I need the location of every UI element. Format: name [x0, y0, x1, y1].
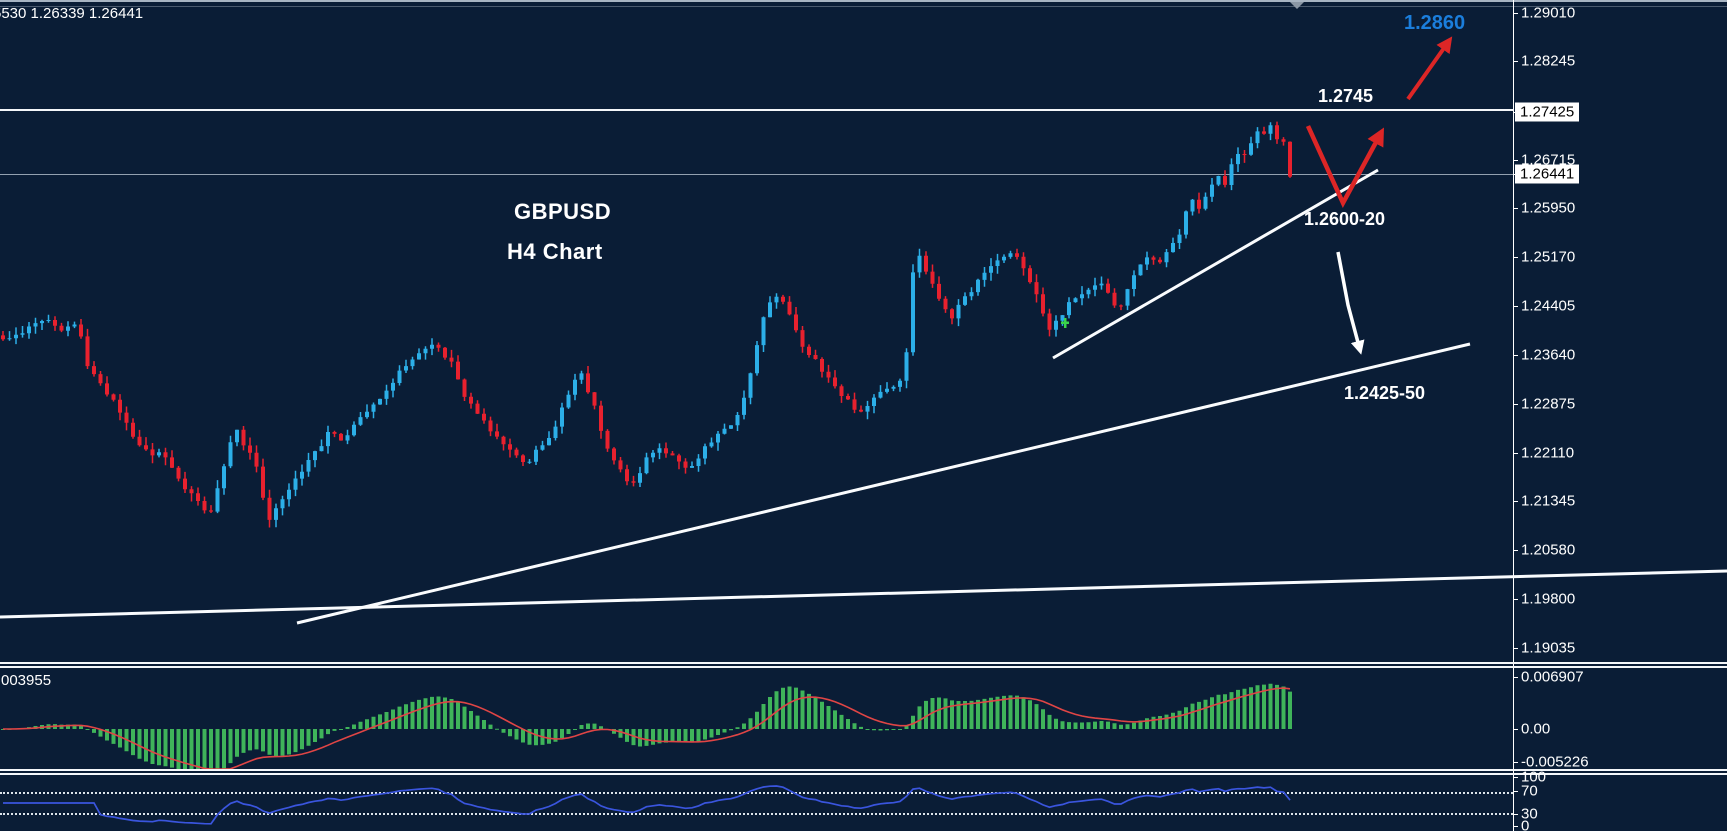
price-label: 1.19800	[1521, 590, 1576, 608]
osc-scale-label: 100	[1521, 768, 1547, 786]
timeframe-title: H4 Chart	[507, 239, 603, 264]
price-label: 1.20580	[1521, 541, 1576, 559]
price-line-label: 1.26441	[1515, 164, 1580, 184]
ohlc-readout: 5530 1.26339 1.26441	[0, 5, 144, 22]
window-top-border-shadow	[0, 6, 1727, 7]
macd-value-readout: 003955	[1, 672, 52, 689]
price-axis-border	[1513, 0, 1514, 831]
osc-scale-label: 70	[1521, 782, 1538, 800]
window-top-border	[0, 0, 1727, 2]
osc-scale-label: 0	[1521, 817, 1530, 831]
osc-level-30-line	[0, 813, 1513, 815]
panel-separator[interactable]	[0, 773, 1727, 775]
support-zone-annotation: 1.2600-20	[1304, 209, 1386, 229]
price-label: 1.29010	[1521, 4, 1576, 22]
macd-scale-label: 0.006907	[1521, 668, 1584, 686]
osc-level-70-line	[0, 792, 1513, 794]
price-label: 1.26715	[1521, 151, 1576, 169]
price-label: 1.24405	[1521, 297, 1576, 315]
price-label: 1.25950	[1521, 199, 1576, 217]
price-label: 1.19035	[1521, 639, 1576, 657]
price-label: 1.22875	[1521, 395, 1576, 413]
price-label: 1.28245	[1521, 52, 1576, 70]
price-label: 1.23640	[1521, 346, 1576, 364]
panel-separator[interactable]	[0, 769, 1727, 771]
target-price-annotation: 1.2860	[1404, 12, 1466, 34]
price-label: 1.21345	[1521, 492, 1576, 510]
osc-scale-label: 30	[1521, 805, 1538, 823]
price-label: 1.25170	[1521, 248, 1576, 266]
symbol-title: GBPUSD	[514, 199, 612, 224]
panel-separator[interactable]	[0, 662, 1727, 664]
macd-scale-label: 0.00	[1521, 720, 1551, 738]
lower-zone-annotation: 1.2425-50	[1344, 383, 1426, 403]
resistance-price-annotation: 1.2745	[1318, 86, 1374, 106]
price-label: 1.22110	[1521, 444, 1575, 462]
resistance-horizontal-line[interactable]	[0, 109, 1513, 111]
panel-separator[interactable]	[0, 666, 1727, 668]
bid-price-line	[0, 174, 1513, 175]
macd-scale-label: -0.005226	[1521, 753, 1589, 771]
price-line-label: 1.27425	[1515, 102, 1580, 122]
